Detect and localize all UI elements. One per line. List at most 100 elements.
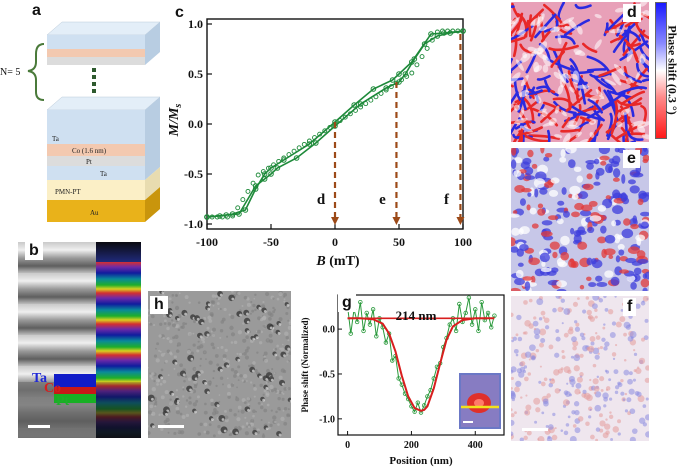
panel-f-scale-bar <box>522 428 548 431</box>
chart-c-point <box>424 45 430 51</box>
profile-inset <box>459 373 501 429</box>
chart-c-point <box>445 28 451 34</box>
legend-label-co: Co <box>44 381 62 396</box>
chart-c-point <box>322 128 328 134</box>
chart-c-point <box>260 169 266 175</box>
chart-c-point <box>235 205 241 211</box>
legend-label-ta: Ta <box>32 371 48 386</box>
chart-g-point <box>425 394 430 399</box>
chart-g-xtick-label: 0 <box>345 440 350 451</box>
chart-c-point <box>250 180 256 186</box>
chart-c-point <box>409 70 415 76</box>
chart-c-point <box>429 37 435 43</box>
layer-label-au: Au <box>90 209 99 217</box>
chart-c-point <box>428 31 434 37</box>
chart-c-point <box>286 152 292 158</box>
field-marker-arrow <box>392 217 401 225</box>
chart-c-point <box>306 138 312 144</box>
chart-c-point <box>402 71 409 77</box>
panel-b-scale-bar <box>28 425 50 428</box>
chart-c-point <box>261 176 268 182</box>
chart-g-xtick-label: 200 <box>404 440 419 451</box>
chart-c-point <box>414 62 420 68</box>
chart-c-point <box>245 188 251 194</box>
chart-c-point <box>389 77 396 83</box>
chart-c-xtick-label: 0 <box>332 235 338 249</box>
chart-g-point <box>358 299 363 305</box>
chart-g-point <box>412 409 417 414</box>
chart-c-point <box>268 171 274 177</box>
chart-c-point <box>317 131 323 137</box>
chart-c-point <box>252 183 259 189</box>
chart-c-point <box>236 211 242 217</box>
chart-g-xtick-label: 400 <box>468 440 483 451</box>
panel-d-letter: d <box>623 4 641 22</box>
chart-c-point <box>419 54 425 60</box>
chart-c-point <box>373 94 379 100</box>
field-marker-arrow <box>456 217 465 225</box>
chart-c-point <box>388 84 394 90</box>
layer-label-pmn-pt: PMN-PT <box>55 188 81 196</box>
chart-c-xtick-label: 50 <box>393 235 405 249</box>
chart-c-point <box>399 77 405 83</box>
chart-g-point <box>489 325 494 330</box>
chart-c-point <box>225 214 230 220</box>
mfm-f-texture <box>511 296 649 441</box>
chart-c-point <box>219 214 225 220</box>
chart-c-point <box>268 165 274 171</box>
chart-g-point <box>453 328 459 334</box>
panel-g-letter: g <box>338 294 356 312</box>
chart-c-point <box>440 28 445 34</box>
chart-g-point <box>457 301 462 307</box>
chart-c-ytick-label: -0.5 <box>184 167 203 181</box>
panel-b-tem-image <box>18 242 96 438</box>
chart-c-point <box>204 214 210 220</box>
field-marker-arrow <box>331 217 339 225</box>
panel-b-eds-map <box>96 242 141 438</box>
chart-c-point <box>383 87 389 93</box>
chart-c-point <box>455 28 461 34</box>
chart-c-point <box>301 141 307 147</box>
chart-c-point <box>351 102 357 108</box>
field-marker-label: d <box>317 192 326 208</box>
chart-c-point <box>370 86 377 92</box>
chart-c-xtick-label: -100 <box>196 235 218 249</box>
chart-c-point <box>214 214 220 220</box>
panel-d-mfm-image <box>511 2 649 142</box>
chart-c-ylabel: M/Ms <box>167 104 184 138</box>
chart-c-point <box>327 124 333 130</box>
panel-a-letter: a <box>32 2 41 19</box>
chart-g-point <box>469 322 475 327</box>
field-marker-label: f <box>444 192 450 208</box>
mfm-d-texture <box>511 2 649 142</box>
panel-f-mfm-image <box>511 296 649 441</box>
chart-g-point <box>466 295 472 300</box>
panel-e-letter: e <box>623 150 640 168</box>
chart-c-point <box>255 172 261 178</box>
panel-b-letter: b <box>25 242 43 260</box>
chart-c-point <box>230 213 236 219</box>
legend-label-pt: Pt <box>56 394 70 409</box>
chart-c-point <box>265 165 271 171</box>
legend-swatch-co <box>54 387 96 394</box>
chart-c-point <box>281 155 287 161</box>
chart-c-point <box>209 214 215 220</box>
layer-label-ta-top: Ta <box>52 135 60 143</box>
panel-e-mfm-image <box>511 148 649 291</box>
chart-c-point <box>291 148 297 154</box>
chart-g-frame <box>337 294 505 436</box>
colorbar <box>655 2 667 139</box>
chart-c-point <box>357 101 364 107</box>
chart-g-point <box>447 322 452 327</box>
panel-c-letter: c <box>175 4 184 21</box>
chart-g-point <box>364 310 369 316</box>
chart-c-point <box>358 104 364 110</box>
chart-g-point <box>421 403 427 408</box>
chart-c-point <box>337 118 343 124</box>
chart-g-point <box>415 400 421 405</box>
chart-c-point <box>240 197 246 203</box>
chart-g-point <box>367 322 373 327</box>
lower-stack <box>46 96 160 222</box>
chart-c-point <box>434 29 440 35</box>
